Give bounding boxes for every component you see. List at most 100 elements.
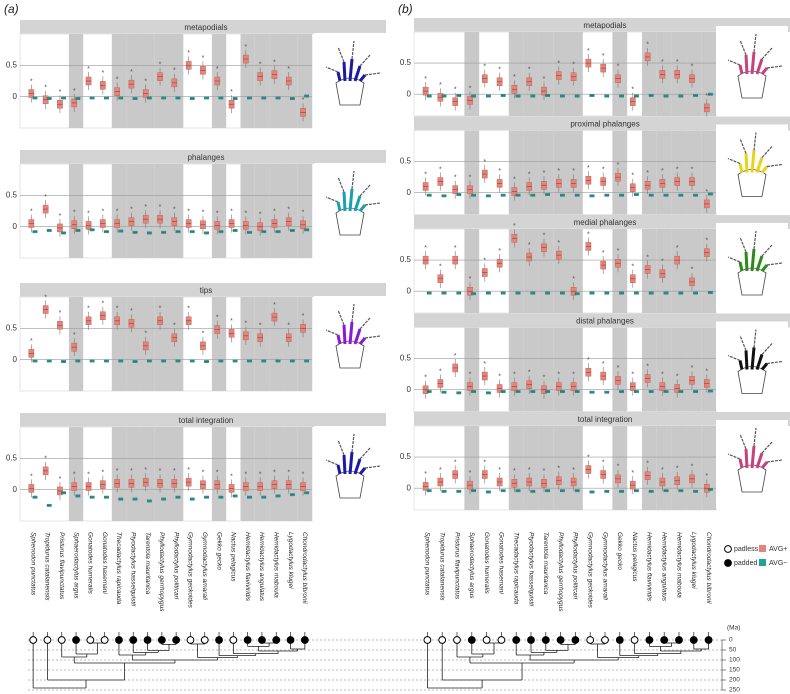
sig-mark: *	[617, 162, 620, 169]
digit-tip	[325, 196, 339, 203]
sig-mark: *	[101, 208, 104, 215]
padded-tip	[675, 636, 683, 644]
padded-shade	[523, 130, 539, 215]
digit-tip	[727, 157, 741, 165]
padded-shade	[154, 164, 169, 258]
padded-shade	[126, 164, 141, 258]
sig-mark: *	[144, 331, 147, 338]
padded-shade	[140, 427, 155, 521]
digit-base	[738, 163, 744, 173]
sig-mark: *	[144, 78, 147, 85]
digit-base	[738, 360, 744, 370]
padded-shade	[568, 327, 583, 412]
digit-base	[348, 188, 354, 212]
sig-mark: *	[173, 468, 176, 475]
sig-mark: *	[661, 371, 664, 378]
padded-shade	[656, 426, 672, 510]
sig-mark: *	[244, 44, 247, 51]
legend-swatch	[759, 559, 766, 566]
digit-base	[336, 334, 342, 345]
time-tick-label: 200	[729, 677, 740, 684]
padded-shade	[464, 130, 480, 215]
sig-mark: *	[59, 476, 62, 483]
padless-tip	[497, 636, 506, 644]
padded-shade	[656, 130, 672, 215]
digit-base	[750, 347, 756, 370]
digit-base	[744, 54, 749, 75]
sig-mark: *	[30, 208, 33, 215]
digit-base	[744, 350, 749, 370]
padded-shade	[211, 164, 227, 258]
sig-mark: *	[617, 464, 620, 471]
sig-mark: *	[513, 223, 516, 230]
padded-tip	[541, 636, 550, 644]
y-tick-label: 0	[13, 222, 18, 231]
facet-strip	[20, 413, 386, 427]
digit-tip	[739, 39, 747, 56]
sig-mark: *	[59, 89, 62, 96]
padded-shade	[523, 327, 539, 412]
sig-mark: *	[73, 471, 76, 478]
time-tick-label: 150	[729, 667, 740, 674]
digit-tip	[325, 459, 339, 466]
facet-strip	[414, 116, 790, 131]
padded-shade	[642, 426, 657, 510]
sig-mark: *	[631, 264, 634, 271]
species-label: Phyllodactylus gerrhopygus	[158, 532, 165, 612]
sig-mark: *	[498, 248, 501, 255]
sig-mark: *	[469, 470, 472, 477]
hand-icon	[716, 26, 788, 114]
padded-shade	[283, 297, 298, 391]
digit-base	[760, 264, 769, 272]
species-label: Phyllodactylus gerrhopygus	[557, 532, 564, 612]
padded-shade	[68, 34, 84, 128]
facet-strip	[414, 313, 790, 328]
sig-mark: *	[543, 233, 546, 240]
digit-tip	[727, 453, 741, 460]
facet-title: proximal phalanges	[570, 120, 639, 129]
time-tick-label: 250	[729, 687, 740, 694]
species-label: Phyllodactylus politicari	[172, 532, 179, 600]
digit-base	[760, 67, 769, 75]
sig-mark: *	[602, 459, 605, 466]
padded-shade	[553, 229, 568, 313]
padded-shade	[701, 32, 716, 116]
sig-mark: *	[59, 213, 62, 220]
padded-shade	[140, 34, 155, 128]
species-label: Tarentola mauritanica	[542, 532, 549, 595]
padded-shade	[240, 427, 255, 521]
digit-base	[750, 248, 756, 272]
digit-base	[750, 150, 756, 173]
species-label: Gymnodactylus amarali	[601, 532, 608, 600]
sig-mark: *	[216, 210, 219, 217]
digit-tip	[727, 256, 741, 263]
sig-mark: *	[557, 466, 560, 473]
sig-mark: *	[617, 365, 620, 372]
padded-tip	[157, 636, 166, 644]
padded-shade	[642, 130, 657, 215]
sig-mark: *	[44, 85, 47, 92]
padded-shade	[538, 426, 554, 510]
time-tick-label: 50	[729, 647, 737, 654]
hand-icon	[716, 124, 788, 213]
sig-mark: *	[557, 60, 560, 67]
sig-mark: *	[87, 210, 90, 217]
digit-base	[750, 51, 756, 75]
species-label: Gymnodactylus geckoides	[187, 532, 194, 609]
species-label: Gymnodactylus amarali	[201, 532, 208, 600]
padless-tip	[57, 636, 66, 644]
digit-tip	[753, 329, 757, 348]
sig-mark: *	[44, 456, 47, 463]
padded-shade	[126, 427, 141, 521]
species-label: Tarentola mauritanica	[144, 532, 151, 595]
padded-shade	[464, 426, 480, 510]
padded-shade	[671, 229, 687, 313]
species-label: Nactus pelagicus	[230, 532, 237, 582]
species-label: Gonatodes hasemani	[101, 532, 108, 594]
padded-tip	[689, 636, 698, 644]
y-tick-label: 0	[407, 286, 412, 295]
sig-mark: *	[454, 174, 457, 181]
species-label: Phyllodactylus politicari	[572, 532, 579, 600]
sig-mark: *	[676, 373, 679, 380]
species-label: Lygodactylus klugei	[287, 532, 294, 589]
